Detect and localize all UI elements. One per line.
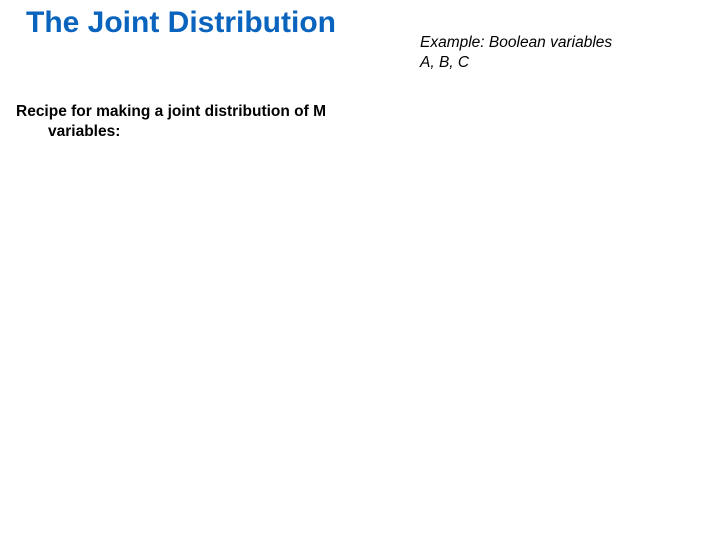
example-text: Example: Boolean variables A, B, C [420, 33, 612, 73]
recipe-text: Recipe for making a joint distribution o… [16, 102, 366, 142]
slide-title: The Joint Distribution [26, 6, 336, 39]
